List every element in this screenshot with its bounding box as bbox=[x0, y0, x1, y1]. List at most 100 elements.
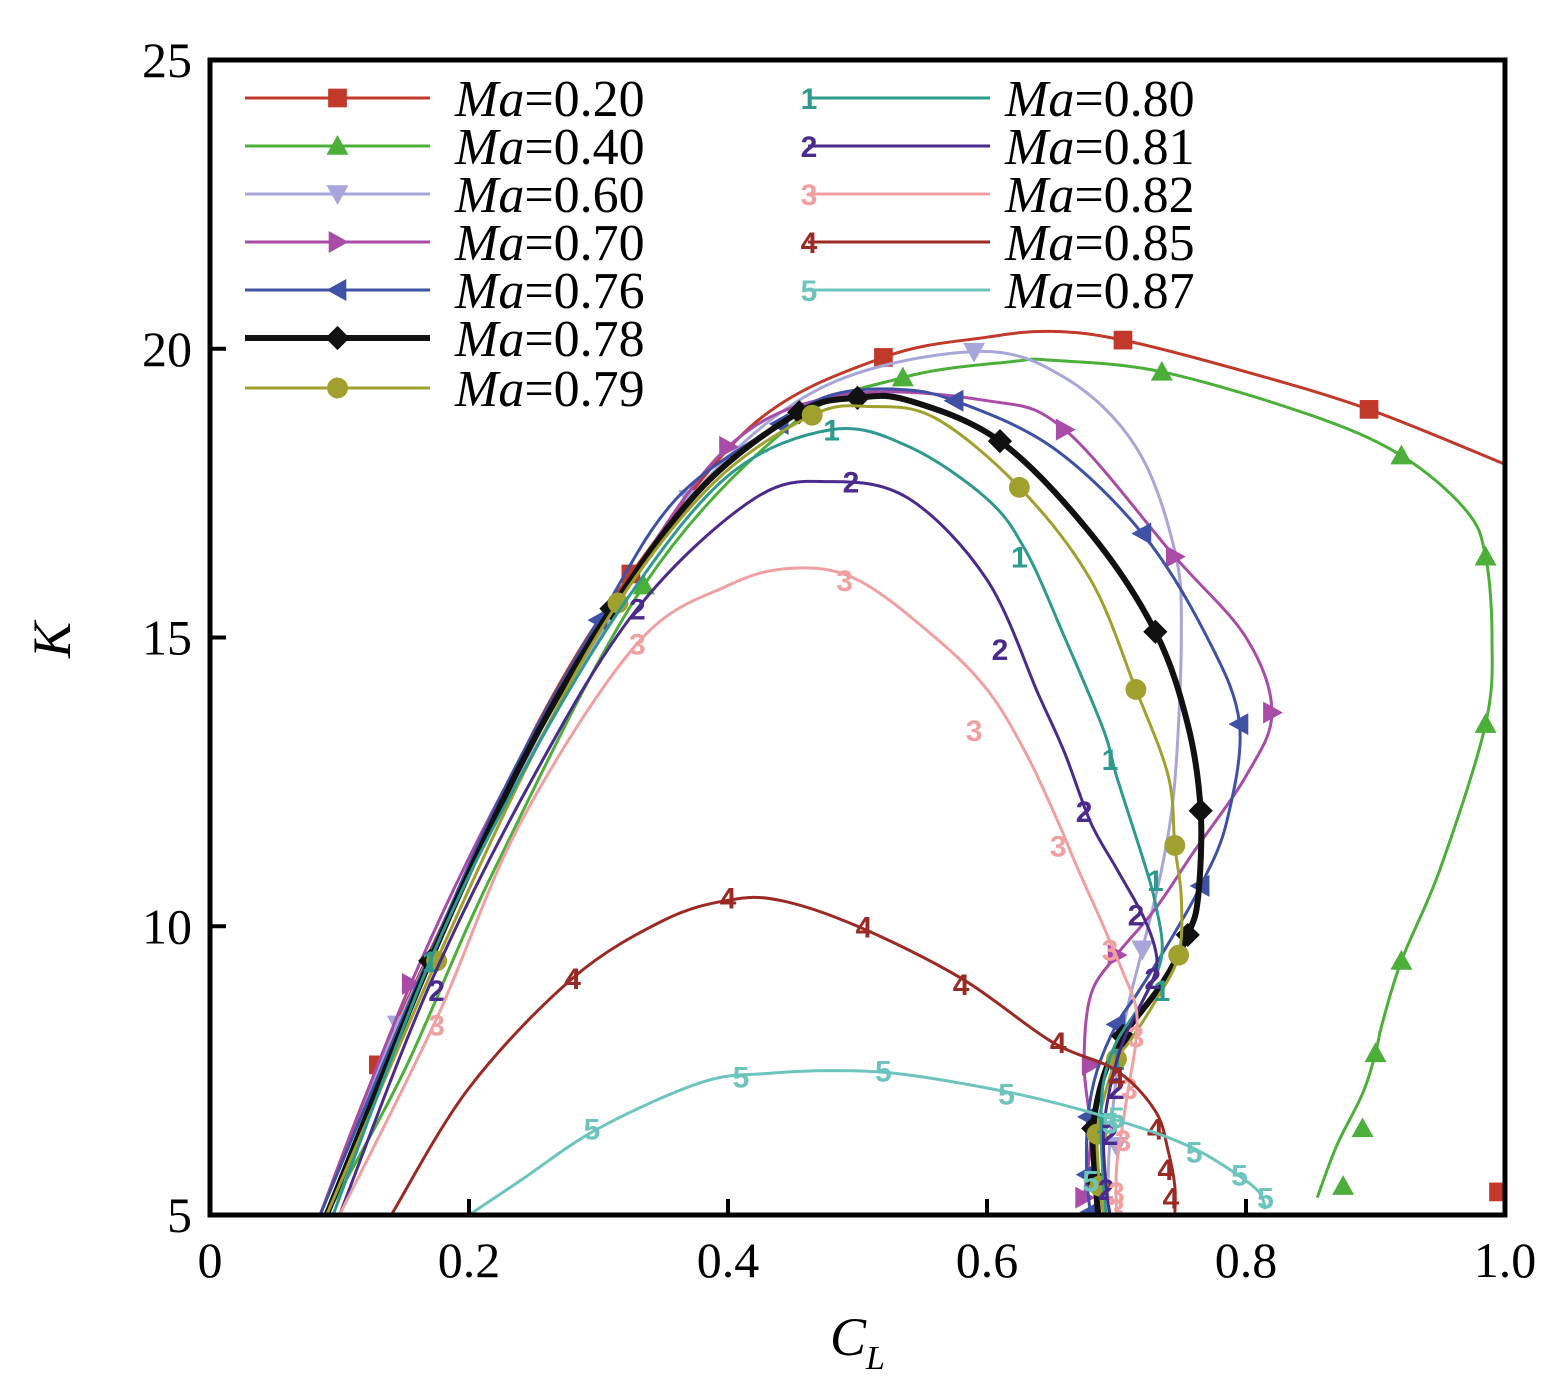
legend-label: Ma=0.70 bbox=[454, 215, 645, 272]
data-point-marker bbox=[874, 348, 893, 367]
legend-item: Ma=0.70 bbox=[245, 215, 645, 272]
data-point-marker bbox=[1351, 1117, 1374, 1138]
data-point-marker bbox=[1081, 1053, 1102, 1076]
data-point-marker bbox=[1168, 944, 1190, 966]
data-point-marker bbox=[401, 973, 422, 995]
series-line bbox=[468, 1069, 1267, 1215]
data-point-marker: 2 bbox=[1102, 1119, 1119, 1152]
legend-label: Ma=0.78 bbox=[454, 311, 645, 368]
data-point-marker bbox=[891, 366, 914, 387]
series-line bbox=[323, 392, 1205, 1215]
data-point-marker: 4 bbox=[856, 911, 873, 944]
data-point-marker: 5 bbox=[1102, 1108, 1119, 1141]
data-point-marker bbox=[963, 342, 986, 363]
data-point-marker bbox=[719, 435, 739, 458]
data-point-marker: 1 bbox=[422, 946, 439, 979]
y-tick-label: 15 bbox=[142, 610, 192, 666]
data-point-marker: 5 bbox=[1231, 1160, 1248, 1193]
x-tick-label: 1.0 bbox=[1474, 1232, 1537, 1288]
legend-marker bbox=[328, 231, 349, 253]
legend-item: 1 Ma=0.80 bbox=[801, 71, 1195, 128]
data-point-marker: 4 bbox=[953, 969, 970, 1002]
series-layer: 1111111122222222223333333333344444444455… bbox=[318, 329, 1505, 1216]
data-point-marker bbox=[1390, 949, 1413, 970]
data-point-marker bbox=[1364, 1042, 1387, 1063]
data-point-marker: 5 bbox=[1257, 1183, 1274, 1216]
data-point-marker: 2 bbox=[1128, 900, 1145, 933]
data-point-marker: 2 bbox=[1076, 796, 1093, 829]
x-axis-title: CL bbox=[830, 1307, 885, 1377]
data-point-marker: 4 bbox=[720, 882, 737, 915]
legend-label: Ma=0.87 bbox=[1004, 263, 1195, 320]
data-point-marker bbox=[1150, 360, 1173, 381]
data-point-marker bbox=[1055, 418, 1076, 441]
data-point-marker bbox=[1131, 522, 1152, 545]
data-point-marker bbox=[1165, 545, 1186, 568]
data-point-marker: 1 bbox=[823, 415, 840, 448]
legend-label: Ma=0.85 bbox=[1004, 215, 1195, 272]
data-point-marker: 4 bbox=[1157, 1154, 1174, 1187]
legend-item: Ma=0.79 bbox=[245, 361, 645, 418]
data-point-marker: 2 bbox=[992, 634, 1009, 667]
data-point-marker: 3 bbox=[836, 565, 853, 598]
data-point-marker: 5 bbox=[584, 1113, 601, 1146]
legend-label: Ma=0.40 bbox=[454, 119, 645, 176]
series-ma-0.79 bbox=[325, 404, 1190, 1215]
series-line bbox=[325, 357, 1494, 1215]
series-line bbox=[338, 479, 1159, 1215]
legend-marker bbox=[326, 135, 349, 155]
legend-marker: 2 bbox=[801, 131, 818, 164]
data-point-marker: 4 bbox=[1050, 1027, 1067, 1060]
data-point-marker bbox=[1075, 1186, 1096, 1209]
data-point-marker: 1 bbox=[1147, 865, 1164, 898]
data-point-marker: 3 bbox=[966, 715, 983, 748]
data-point-marker bbox=[787, 400, 812, 425]
data-point-marker: 1 bbox=[1011, 542, 1028, 575]
data-point-marker: 1 bbox=[1153, 975, 1170, 1008]
x-tick-label: 0.2 bbox=[438, 1232, 501, 1288]
series-line bbox=[390, 895, 1177, 1215]
plot-frame bbox=[207, 57, 1508, 1218]
legend-item: 3 Ma=0.82 bbox=[801, 167, 1195, 224]
data-point-marker: 2 bbox=[629, 594, 646, 627]
series-line bbox=[338, 566, 1139, 1215]
x-tick-label: 0.8 bbox=[1215, 1232, 1278, 1288]
data-point-marker bbox=[1228, 713, 1249, 736]
data-point-marker bbox=[1113, 330, 1133, 350]
legend-marker bbox=[326, 185, 349, 205]
data-point-marker bbox=[1105, 1136, 1128, 1157]
data-point-marker: 3 bbox=[1050, 830, 1067, 863]
legend-marker bbox=[328, 88, 347, 108]
legend-marker bbox=[327, 377, 348, 399]
data-point-marker: 4 bbox=[564, 963, 581, 996]
x-tick-label: 0 bbox=[198, 1232, 223, 1288]
data-point-marker bbox=[1474, 713, 1497, 733]
y-axis-title: K bbox=[22, 619, 82, 659]
data-point-marker bbox=[1263, 701, 1283, 724]
legend-marker: 1 bbox=[801, 83, 818, 116]
data-point-marker: 5 bbox=[875, 1056, 892, 1089]
data-point-marker bbox=[1332, 1175, 1355, 1195]
series-line bbox=[318, 349, 1183, 1215]
data-point-marker: 5 bbox=[998, 1079, 1015, 1112]
legend-marker bbox=[326, 279, 347, 301]
legend-marker: 4 bbox=[801, 227, 818, 260]
data-point-marker: 2 bbox=[843, 467, 860, 500]
data-point-marker: 3 bbox=[1115, 1125, 1132, 1158]
data-point-marker bbox=[1131, 940, 1154, 961]
legend: Ma=0.20Ma=0.40Ma=0.60Ma=0.70Ma=0.76Ma=0.… bbox=[245, 71, 1195, 418]
data-point-marker bbox=[1359, 400, 1379, 419]
y-tick-label: 10 bbox=[142, 898, 192, 954]
data-point-marker bbox=[1489, 1182, 1505, 1202]
legend-item: 4 Ma=0.85 bbox=[801, 215, 1195, 272]
x-tick-label: 0.6 bbox=[956, 1232, 1019, 1288]
data-point-marker: 5 bbox=[1186, 1136, 1203, 1169]
legend-item: Ma=0.76 bbox=[245, 263, 645, 320]
data-point-marker: 3 bbox=[1108, 1177, 1125, 1210]
data-point-marker: 4 bbox=[1147, 1113, 1164, 1146]
legend-label: Ma=0.81 bbox=[1004, 119, 1195, 176]
